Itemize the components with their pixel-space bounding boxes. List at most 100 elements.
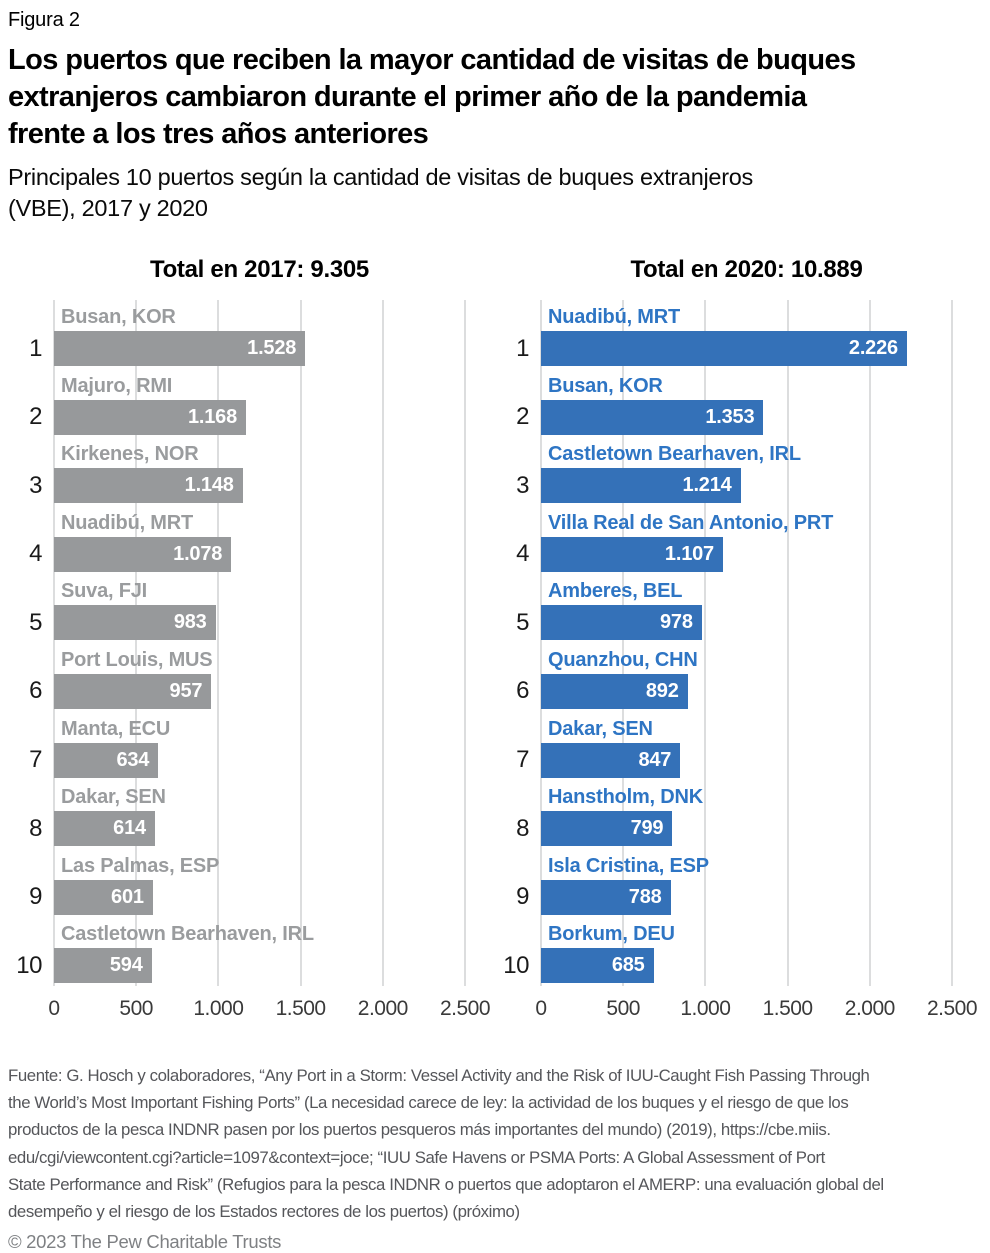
value-bar: 788 bbox=[541, 879, 671, 915]
bar-cell: Port Louis, MUS 957 bbox=[54, 643, 465, 712]
table-row: 8 Dakar, SEN 614 bbox=[8, 780, 495, 849]
rank-label: 6 bbox=[516, 677, 529, 705]
port-label: Suva, FJI bbox=[61, 580, 148, 603]
copyright-note: © 2023 The Pew Charitable Trusts bbox=[8, 1231, 282, 1253]
value-bar: 892 bbox=[541, 673, 688, 709]
table-row: 4 Nuadibú, MRT 1.078 bbox=[8, 506, 495, 575]
table-row: 2 Busan, KOR 1.353 bbox=[495, 369, 982, 438]
value-bar: 634 bbox=[54, 742, 159, 778]
port-label: Kirkenes, NOR bbox=[61, 443, 199, 466]
gridline bbox=[951, 300, 953, 986]
page-title: Los puertos que reciben la mayor cantida… bbox=[8, 44, 856, 150]
port-label: Dakar, SEN bbox=[548, 717, 653, 740]
bar-cell: Castletown Bearhaven, IRL 1.214 bbox=[541, 437, 952, 506]
table-row: 6 Quanzhou, CHN 892 bbox=[495, 643, 982, 712]
gridline bbox=[464, 300, 466, 986]
bar-cell: Borkum, DEU 685 bbox=[541, 917, 952, 986]
port-label: Busan, KOR bbox=[61, 306, 176, 328]
axis-tick-label: 500 bbox=[606, 997, 640, 1020]
bar-value: 1.107 bbox=[664, 542, 714, 565]
value-bar: 594 bbox=[54, 948, 152, 984]
rank-label: 10 bbox=[16, 951, 42, 979]
bar-rows: 1 Nuadibú, MRT 2.226 2 Busan, KOR 1.353 3 Castl… bbox=[495, 300, 982, 986]
bar-value: 601 bbox=[111, 885, 144, 908]
bar-cell: Kirkenes, NOR 1.148 bbox=[54, 437, 465, 506]
port-label: Majuro, RMI bbox=[61, 374, 173, 397]
bar-cell: Dakar, SEN 614 bbox=[54, 780, 465, 849]
value-bar: 601 bbox=[54, 879, 153, 915]
bar-value: 685 bbox=[611, 954, 645, 977]
plot-area: 1 Nuadibú, MRT 2.226 2 Busan, KOR 1.353 3 Castl… bbox=[495, 300, 982, 986]
port-label: Borkum, DEU bbox=[548, 923, 675, 946]
table-row: 2 Majuro, RMI 1.168 bbox=[8, 369, 495, 438]
bar-value: 594 bbox=[109, 954, 143, 977]
bar-value: 2.226 bbox=[848, 337, 898, 359]
axis-tick-label: 0 bbox=[535, 997, 547, 1020]
x-axis: 0 500 1.000 1.500 2.000 2.500 bbox=[48, 986, 490, 1026]
gridline bbox=[868, 300, 871, 986]
rank-label: 10 bbox=[503, 951, 529, 979]
port-label: Amberes, BEL bbox=[548, 580, 683, 603]
x-axis: 0 500 1.000 1.500 2.000 2.500 bbox=[535, 986, 977, 1026]
bar-cell: Isla Cristina, ESP 788 bbox=[541, 849, 952, 918]
plot-area: 1 Busan, KOR 1.528 2 Majuro, RMI 1.168 3 Kirken… bbox=[8, 300, 495, 986]
axis-tick-label: 1.000 bbox=[193, 997, 244, 1020]
port-label: Dakar, SEN bbox=[61, 786, 166, 809]
axis-tick-label: 500 bbox=[119, 997, 153, 1020]
rank-label: 3 bbox=[29, 471, 42, 499]
table-row: 7 Manta, ECU 634 bbox=[8, 712, 495, 781]
value-bar: 1.353 bbox=[541, 399, 764, 435]
gridline bbox=[299, 300, 302, 986]
bar-value: 1.078 bbox=[173, 542, 223, 565]
page-subtitle: Principales 10 puertos según la cantidad… bbox=[8, 164, 753, 221]
bar-chart: Total en 2020: 10.889 1 Nuadibú, MRT 2.226… bbox=[495, 256, 982, 1026]
axis-tick-label: 1.500 bbox=[762, 997, 814, 1020]
rank-label: 7 bbox=[516, 746, 529, 774]
value-bar: 685 bbox=[541, 948, 654, 984]
rank-label: 1 bbox=[29, 334, 42, 362]
rank-label: 8 bbox=[516, 814, 529, 842]
value-bar: 1.168 bbox=[54, 399, 247, 435]
chart-title: Total en 2020: 10.889 bbox=[630, 256, 863, 283]
bar-cell: Las Palmas, ESP 601 bbox=[54, 849, 465, 918]
rank-label: 4 bbox=[29, 540, 42, 568]
gridlines bbox=[53, 300, 466, 986]
port-label: Port Louis, MUS bbox=[61, 648, 213, 671]
value-bar: 2.226 bbox=[541, 331, 907, 366]
axis-tick-label: 2.000 bbox=[844, 997, 896, 1020]
table-row: 4 Villa Real de San Antonio, PRT 1.107 bbox=[495, 506, 982, 575]
rank-label: 6 bbox=[29, 677, 42, 705]
bar-value: 892 bbox=[645, 679, 679, 702]
table-row: 3 Castletown Bearhaven, IRL 1.214 bbox=[495, 437, 982, 506]
port-label: Castletown Bearhaven, IRL bbox=[61, 923, 314, 946]
table-row: 7 Dakar, SEN 847 bbox=[495, 712, 982, 781]
table-row: 1 Busan, KOR 1.528 bbox=[8, 300, 495, 369]
value-bar: 1.528 bbox=[54, 331, 306, 366]
rank-label: 5 bbox=[29, 608, 42, 636]
gridlines bbox=[540, 300, 953, 986]
bar-value: 799 bbox=[630, 817, 664, 840]
bar-value: 634 bbox=[116, 748, 150, 771]
bar-cell: Dakar, SEN 847 bbox=[541, 712, 952, 781]
bar-value: 957 bbox=[169, 679, 203, 702]
bar-cell: Majuro, RMI 1.168 bbox=[54, 369, 465, 438]
charts: Total en 2017: 9.305 1 Busan, KOR 1.528 2 Ma… bbox=[8, 256, 982, 1026]
rank-label: 5 bbox=[516, 608, 529, 636]
value-bar: 1.214 bbox=[541, 468, 741, 504]
bar-cell: Manta, ECU 634 bbox=[54, 712, 465, 781]
rank-label: 1 bbox=[516, 334, 529, 362]
table-row: 1 Nuadibú, MRT 2.226 bbox=[495, 300, 982, 369]
table-row: 8 Hanstholm, DNK 799 bbox=[495, 780, 982, 849]
axis-tick-label: 2.500 bbox=[439, 997, 491, 1020]
value-bar: 1.107 bbox=[541, 536, 723, 572]
bar-value: 1.528 bbox=[247, 337, 297, 359]
bar-cell: Villa Real de San Antonio, PRT 1.107 bbox=[541, 506, 952, 575]
rank-label: 8 bbox=[29, 814, 42, 842]
value-bar: 957 bbox=[54, 673, 212, 709]
port-label: Castletown Bearhaven, IRL bbox=[548, 443, 801, 466]
bar-value: 1.353 bbox=[705, 405, 755, 428]
bar-cell: Busan, KOR 1.353 bbox=[541, 369, 952, 438]
value-bar: 1.148 bbox=[54, 468, 243, 504]
rank-label: 9 bbox=[29, 883, 42, 911]
port-label: Villa Real de San Antonio, PRT bbox=[548, 511, 834, 534]
